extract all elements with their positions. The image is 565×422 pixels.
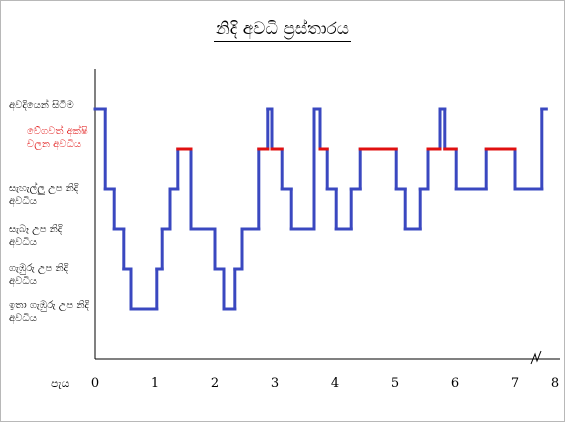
x-tick-label: 4 xyxy=(331,376,339,391)
x-tick-label: 5 xyxy=(391,376,399,391)
y-label-deep: ගැඹුරු උප නිදි අවධිය xyxy=(9,263,69,287)
y-label-true: සැබෑ උප නිදි අවධිය xyxy=(9,224,63,248)
x-tick-label: 2 xyxy=(211,376,219,391)
x-tick-label: 7 xyxy=(511,376,519,391)
chart-title: නිදි අවධි ප්‍රස්තාරය xyxy=(1,19,564,42)
x-tick-label: 8 xyxy=(551,376,559,391)
y-label-light: සැහැල්ලු උප නිදි අවධිය xyxy=(9,183,79,207)
x-tick-label: 3 xyxy=(271,376,279,391)
y-label-very-deep: ඉතා ගැඹුරු උප නිදි අවධිය xyxy=(9,300,89,324)
x-tick-label: 6 xyxy=(451,376,459,391)
x-tick-label: 0 xyxy=(91,376,99,391)
axis-break-mark xyxy=(530,350,542,365)
y-label-rem: වේගවත් අක්ෂි චලන අවධිය xyxy=(27,126,88,150)
x-axis-label: පැය xyxy=(51,377,70,390)
x-tick-label: 1 xyxy=(151,376,159,391)
y-label-awake: අවදියෙන් සිටීම xyxy=(9,100,74,111)
